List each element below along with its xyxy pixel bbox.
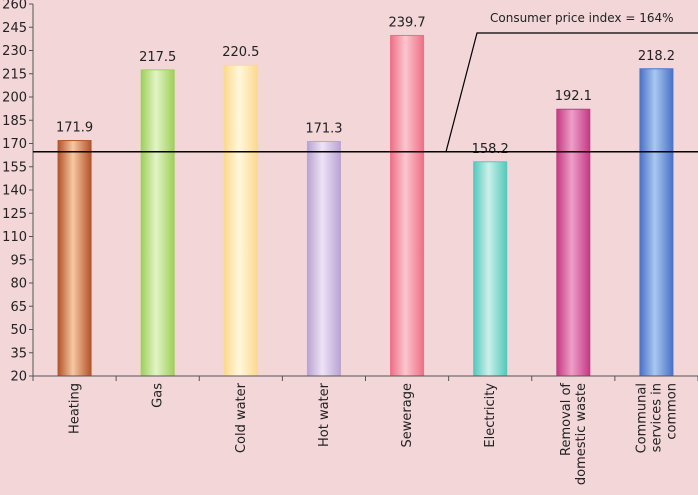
y-tick-label: 200: [2, 91, 27, 106]
y-tick-label: 140: [2, 184, 27, 199]
data-label: 218.2: [638, 49, 675, 64]
reference-line-group: Consumer price index = 164%: [33, 11, 698, 153]
reference-line-label: Consumer price index = 164%: [490, 11, 674, 25]
y-tick-label: 170: [2, 137, 27, 152]
data-label: 220.5: [222, 45, 259, 60]
y-tick-label: 155: [2, 160, 27, 175]
y-tick-label: 95: [10, 253, 27, 268]
annotation-leader: [445, 32, 698, 152]
bar-sewerage: [390, 34, 425, 377]
y-tick-label: 125: [2, 207, 27, 222]
x-tick-label: services in: [649, 383, 664, 452]
bar-electricity: [473, 161, 508, 377]
y-tick-label: 20: [10, 370, 27, 385]
y-tick-label: 50: [10, 323, 27, 338]
bar-removal-of-domestic-waste: [556, 108, 591, 377]
x-axis: Heating Gas Cold water Hot water Sewerage Ele…: [32, 375, 698, 485]
y-axis: 20 35 50 65 80 95 110 125 140 155 170 185 200 215 230 2…: [2, 0, 34, 385]
y-tick-label: 80: [10, 277, 27, 292]
data-label: 158.2: [472, 142, 509, 157]
x-tick-label: Gas: [151, 383, 166, 408]
y-tick-label: 230: [2, 44, 27, 59]
bar-hot-water: [306, 140, 341, 377]
x-tick-label: common: [664, 383, 679, 440]
y-tick-label: 215: [2, 67, 27, 82]
x-tick-label: Removal of: [559, 383, 574, 456]
bar-communal-services-in-common: [639, 68, 674, 377]
y-tick-label: 35: [10, 346, 27, 361]
bar-gas: [140, 69, 175, 377]
data-label: 192.1: [555, 89, 592, 104]
bar-cold-water: [223, 64, 258, 377]
data-label: 171.3: [305, 121, 342, 136]
x-tick-label: Hot water: [317, 382, 332, 447]
x-tick-label: Cold water: [234, 382, 249, 453]
y-tick-label: 185: [2, 114, 27, 129]
x-tick-label: domestic waste: [574, 383, 589, 485]
y-tick-label: 65: [10, 300, 27, 315]
data-label: 171.9: [56, 121, 93, 136]
bars: 171.9 217.5 220.5 171.3 239.7 158.2 192.1 218.2: [56, 15, 675, 377]
x-tick-label: Electricity: [483, 383, 498, 448]
data-label: 239.7: [388, 15, 425, 30]
x-tick-label: Communal: [634, 383, 649, 453]
y-tick-label: 110: [2, 230, 27, 245]
bar-heating: [57, 140, 92, 377]
y-tick-label: 260: [2, 0, 27, 13]
y-tick-label: 245: [2, 21, 27, 36]
x-tick-label: Heating: [68, 383, 83, 434]
data-label: 217.5: [139, 50, 176, 65]
x-tick-label: Sewerage: [400, 383, 415, 447]
